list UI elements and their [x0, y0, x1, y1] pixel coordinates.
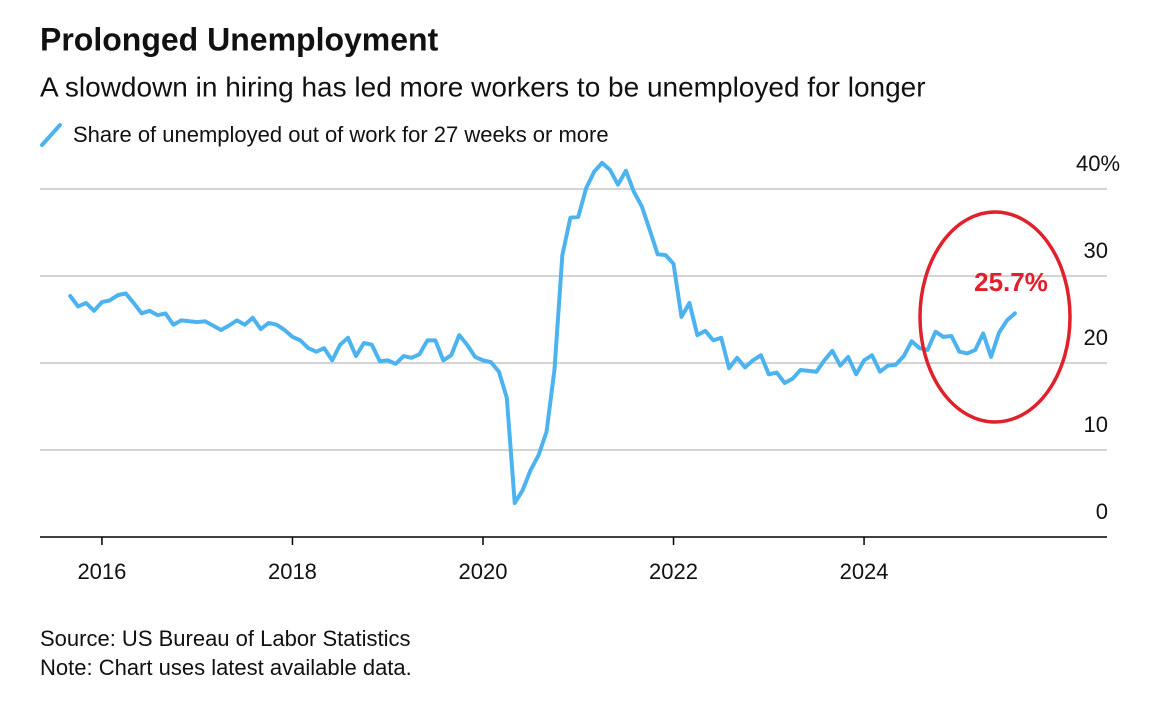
y-tick-label: 30 [1084, 238, 1108, 263]
legend-swatch [40, 123, 62, 147]
x-tick-label: 2020 [459, 559, 508, 584]
chart-title: Prolonged Unemployment [40, 21, 439, 57]
annotation: 25.7% [974, 267, 1048, 297]
y-tick-label: 20 [1084, 325, 1108, 350]
series-line [68, 160, 1017, 506]
y-tick-label: 40% [1076, 151, 1120, 176]
chart-subtitle: A slowdown in hiring has led more worker… [40, 71, 926, 102]
x-tick-label: 2016 [77, 559, 126, 584]
x-tick-label: 2022 [649, 559, 698, 584]
x-tick-label: 2024 [840, 559, 889, 584]
highlight-ellipse [918, 210, 1072, 424]
x-tick-label: 2018 [268, 559, 317, 584]
legend-label: Share of unemployed out of work for 27 w… [73, 122, 609, 147]
source: Source: US Bureau of Labor Statistics [40, 626, 411, 651]
y-tick-label: 10 [1084, 412, 1108, 437]
y-tick-label: 0 [1096, 499, 1108, 524]
grid [40, 188, 1107, 451]
note: Note: Chart uses latest available data. [40, 655, 412, 680]
